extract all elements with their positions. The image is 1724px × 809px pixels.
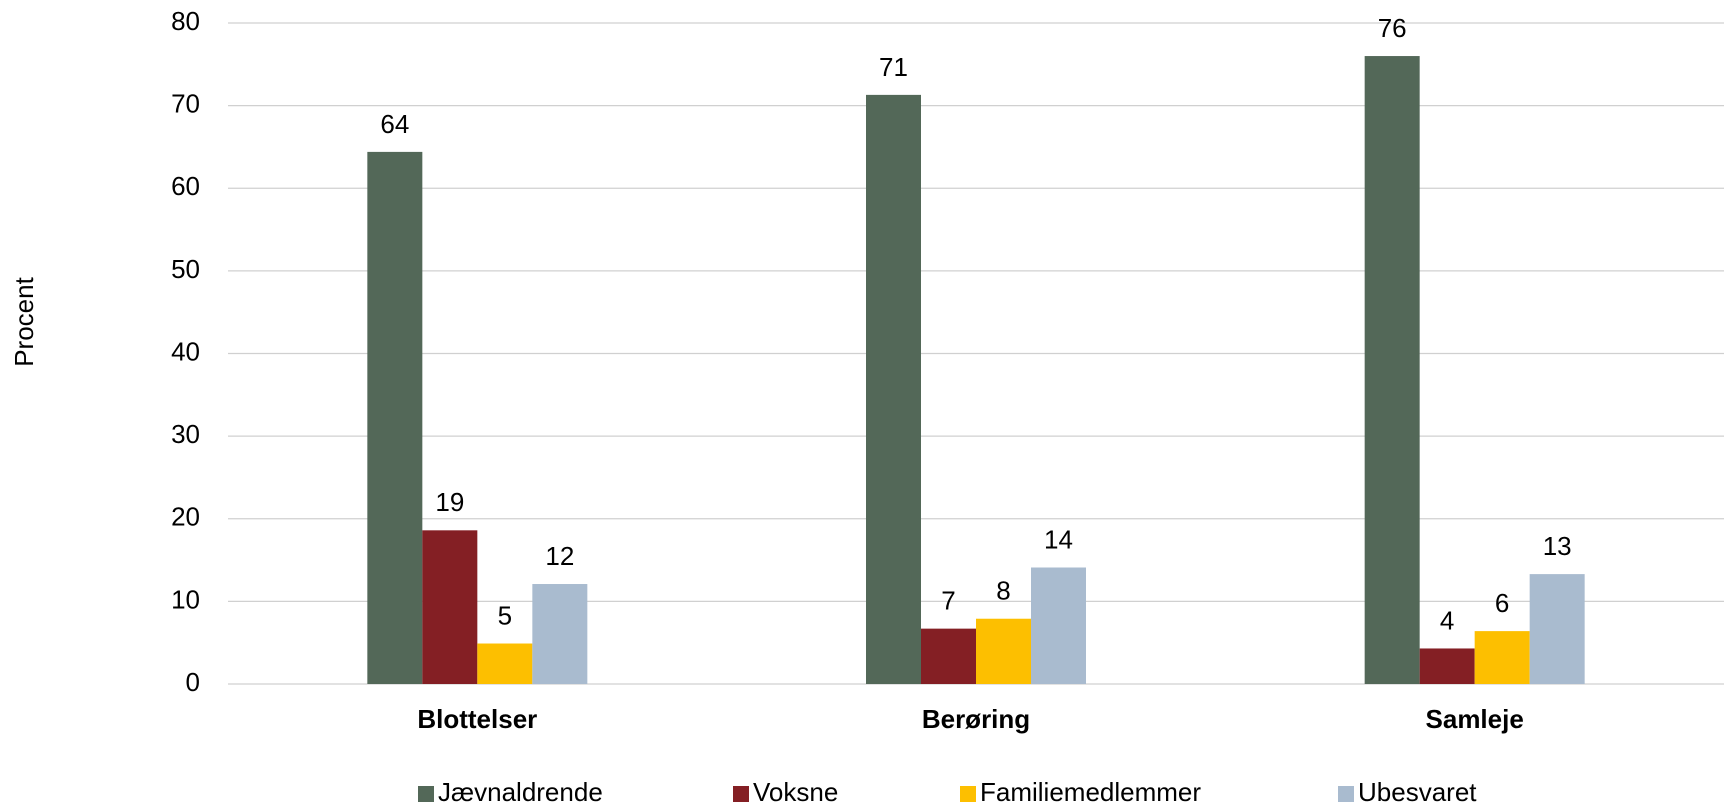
x-tick-label: Samleje bbox=[1426, 704, 1524, 734]
bar bbox=[422, 530, 478, 684]
legend-label: Familiemedlemmer bbox=[980, 777, 1201, 807]
bar bbox=[1419, 648, 1475, 684]
bar bbox=[1529, 574, 1585, 684]
data-label: 71 bbox=[879, 52, 908, 82]
bar bbox=[1364, 56, 1420, 685]
bar bbox=[921, 628, 976, 684]
data-label: 6 bbox=[1495, 588, 1509, 618]
legend-swatch bbox=[1338, 786, 1354, 802]
x-tick-label: Berøring bbox=[922, 704, 1030, 734]
y-tick-label: 20 bbox=[171, 502, 200, 532]
bar bbox=[367, 151, 423, 684]
y-tick-label: 30 bbox=[171, 419, 200, 449]
data-label: 76 bbox=[1378, 13, 1407, 43]
legend-label: Ubesvaret bbox=[1358, 777, 1477, 807]
bar bbox=[1031, 567, 1086, 684]
bar bbox=[866, 94, 921, 685]
y-tick-label: 70 bbox=[171, 89, 200, 119]
legend-label: Jævnaldrende bbox=[438, 777, 603, 807]
y-tick-label: 40 bbox=[171, 336, 200, 366]
bar bbox=[477, 643, 533, 684]
legend-label: Voksne bbox=[753, 777, 838, 807]
y-tick-label: 80 bbox=[171, 6, 200, 36]
data-label: 12 bbox=[545, 541, 574, 571]
data-label: 19 bbox=[435, 487, 464, 517]
bar bbox=[976, 618, 1031, 684]
data-label: 5 bbox=[498, 600, 512, 630]
data-label: 64 bbox=[380, 109, 409, 139]
y-tick-label: 60 bbox=[171, 171, 200, 201]
bar bbox=[532, 584, 588, 684]
data-label: 13 bbox=[1543, 531, 1572, 561]
data-label: 8 bbox=[996, 576, 1010, 606]
data-label: 14 bbox=[1044, 524, 1073, 554]
y-tick-label: 50 bbox=[171, 254, 200, 284]
y-tick-label: 10 bbox=[171, 584, 200, 614]
y-axis-label: Procent bbox=[9, 276, 39, 366]
legend-swatch bbox=[418, 786, 434, 802]
legend-swatch bbox=[733, 786, 749, 802]
legend-swatch bbox=[960, 786, 976, 802]
x-tick-label: Blottelser bbox=[417, 704, 537, 734]
data-label: 4 bbox=[1440, 605, 1454, 635]
bar bbox=[1474, 631, 1530, 684]
data-label: 7 bbox=[941, 586, 955, 616]
y-tick-label: 0 bbox=[186, 667, 200, 697]
